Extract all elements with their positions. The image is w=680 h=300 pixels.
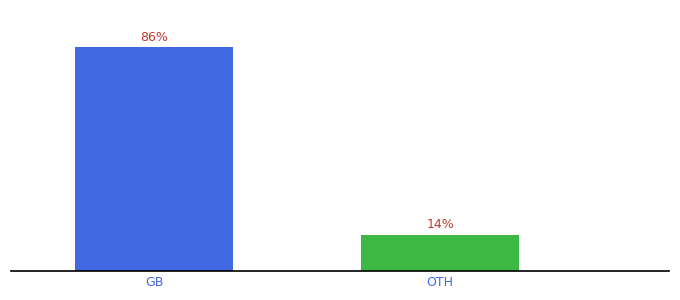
Bar <box>75 47 233 271</box>
Text: 86%: 86% <box>140 31 168 44</box>
Bar <box>362 235 519 271</box>
Text: 14%: 14% <box>426 218 454 231</box>
